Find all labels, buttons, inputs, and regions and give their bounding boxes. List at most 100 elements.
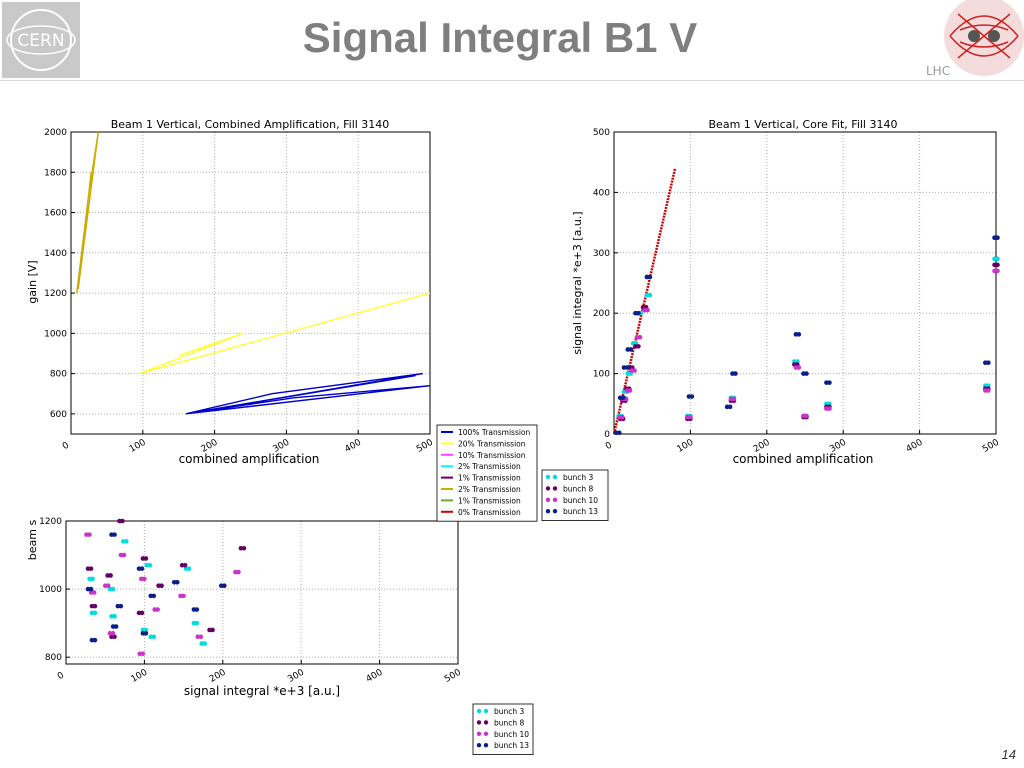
beam-point-pair-0-1 <box>110 586 116 592</box>
beam-point-pair-2-3 <box>142 576 147 582</box>
gain-y-tick-label-7: 2000 <box>44 128 67 138</box>
page-number: 14 <box>1001 747 1016 762</box>
gain-y-tick-label-0: 600 <box>50 410 67 420</box>
core-point-pair-3-3 <box>628 347 634 352</box>
gain-legend-label-1: 20% Transmission <box>458 439 526 448</box>
core-point-pair-3-12 <box>986 360 991 366</box>
beam-point-pair-1-2 <box>120 518 125 524</box>
gain-chart-title: Beam 1 Vertical, Combined Amplification,… <box>111 118 390 131</box>
slide-header <box>0 0 1024 80</box>
cern-logo-graphic: CERN <box>2 2 80 78</box>
core-legend-swatch-pair-3 <box>552 509 558 514</box>
lhc-logo: LHC <box>920 0 1024 80</box>
core-point-pair-2-8 <box>796 365 802 370</box>
beam-point-pair-1-4 <box>159 583 164 588</box>
core-chart: Beam 1 Vertical, Core Fit, Fill 3140 com… <box>571 118 1001 466</box>
beam-x-tick-label-5: 500 <box>443 668 463 685</box>
core-legend-swatch-2 <box>545 497 551 502</box>
core-point-pair-3-4 <box>636 310 641 316</box>
gain-series-line-5 <box>76 131 99 294</box>
core-y-tick-label-5: 500 <box>593 128 610 138</box>
core-chart-title: Beam 1 Vertical, Core Fit, Fill 3140 <box>709 118 898 131</box>
core-point-pair-2-9 <box>804 413 809 419</box>
beam-x-tick-label-0: 0 <box>56 670 66 682</box>
beam-point-pair-0-4 <box>151 634 157 640</box>
core-legend-label-1: bunch 8 <box>563 484 594 493</box>
beam-x-tick-label-2: 200 <box>208 668 228 685</box>
beam-point-pair-0-9 <box>112 614 117 619</box>
beam-point-pair-2-2 <box>121 552 127 558</box>
beam-point-pair-1-8 <box>92 603 98 609</box>
core-point-pair-3-8 <box>733 371 738 376</box>
gain-y-tick-label-4: 1400 <box>44 249 67 259</box>
slide-title: Signal Integral B1 V <box>302 14 698 61</box>
beam-legend-swatch-pair-3 <box>483 743 489 748</box>
gain-y-tick-label-5: 1600 <box>44 209 67 219</box>
core-point-pair-3-1 <box>620 395 626 401</box>
core-point-pair-2-7 <box>731 396 737 402</box>
header-divider <box>0 80 1024 81</box>
beam-legend-label-3: bunch 13 <box>494 741 529 750</box>
beam-point-pair-0-8 <box>92 610 98 616</box>
core-y-tick-label-0: 0 <box>604 430 610 440</box>
beam-point-pair-1-10 <box>139 610 145 616</box>
beam-point-pair-3-4 <box>151 593 157 599</box>
beam-y-tick-label-2: 1200 <box>39 517 62 527</box>
core-point-pair-2-5 <box>645 307 650 313</box>
beam-point-pair-1-3 <box>143 556 149 561</box>
gain-legend-label-0: 100% Transmission <box>458 428 531 437</box>
gain-series-line-0 <box>185 372 431 415</box>
core-plot-frame <box>613 131 997 435</box>
gain-y-tick-label-3: 1200 <box>44 289 67 299</box>
core-point-pair-3-13 <box>995 235 1000 240</box>
beam-legend-swatch-0 <box>476 708 482 714</box>
beam-point-pair-3-6 <box>194 607 200 612</box>
gain-x-tick-label-5: 500 <box>415 438 435 455</box>
beam-x-tick-label-4: 400 <box>365 668 385 685</box>
beam-point-pair-1-5 <box>182 562 188 568</box>
beam-point-pair-3-7 <box>222 583 227 588</box>
beam-point-pair-2-0 <box>87 532 92 537</box>
beam-y-axis-label: beam s <box>26 520 39 561</box>
core-y-axis-label: signal integral *e+3 [a.u.] <box>571 211 584 354</box>
gain-legend: 100% Transmission 20% Transmission 10% Tra… <box>436 424 538 522</box>
beam-point-pair-1-7 <box>241 545 247 551</box>
beam-plot-frame <box>65 520 459 665</box>
core-point-pair-2-4 <box>637 335 643 340</box>
core-point-pair-3-6 <box>689 394 695 399</box>
beam-legend-swatch-pair-1 <box>483 720 489 725</box>
beam-y-tick-label-1: 1000 <box>39 585 62 595</box>
beam-point-pair-0-5 <box>186 566 192 571</box>
beam-x-axis-label: signal integral *e+3 [a.u.] <box>184 684 340 698</box>
beam-point-pair-0-10 <box>143 627 149 633</box>
beam-point-pair-2-7 <box>236 569 241 575</box>
gain-x-tick-label-4: 400 <box>343 438 363 455</box>
beam-legend: bunch 3 bunch 8 bunch 10 bunch 13 <box>472 703 534 755</box>
core-x-tick-label-1: 100 <box>675 438 695 455</box>
core-legend: bunch 3 bunch 8 bunch 10 bunch 13 <box>541 469 609 521</box>
lhc-logo-graphic: LHC <box>926 0 1024 78</box>
core-legend-label-3: bunch 13 <box>563 507 598 516</box>
core-legend-box <box>541 469 609 521</box>
beam-point-pair-3-8 <box>92 637 98 643</box>
core-x-axis-label: combined amplification <box>733 452 874 466</box>
core-x-tick-label-4: 400 <box>905 438 925 455</box>
beam-point-pair-0-0 <box>90 576 95 582</box>
beam-point-pair-1-6 <box>210 627 215 633</box>
beam-point-pair-2-10 <box>140 651 146 657</box>
core-y-tick-label-3: 300 <box>593 249 610 259</box>
cern-logo: CERN <box>2 2 80 78</box>
beam-point-pair-0-3 <box>147 562 153 568</box>
beam-point-pair-3-5 <box>174 579 180 585</box>
beam-point-pair-3-1 <box>112 532 117 537</box>
beam-point-pair-2-1 <box>105 583 111 588</box>
beam-point-pair-2-8 <box>91 590 97 595</box>
core-point-pair-1-4 <box>636 344 641 349</box>
core-point-pair-3-9 <box>796 332 802 337</box>
core-legend-label-0: bunch 3 <box>563 473 594 482</box>
core-point-pair-2-10 <box>827 406 832 411</box>
beam-legend-swatch-pair-0 <box>483 708 489 714</box>
gain-legend-label-2: 10% Transmission <box>458 451 526 460</box>
beam-x-tick-label-1: 100 <box>129 668 149 685</box>
beam-point-pair-3-3 <box>139 566 145 571</box>
